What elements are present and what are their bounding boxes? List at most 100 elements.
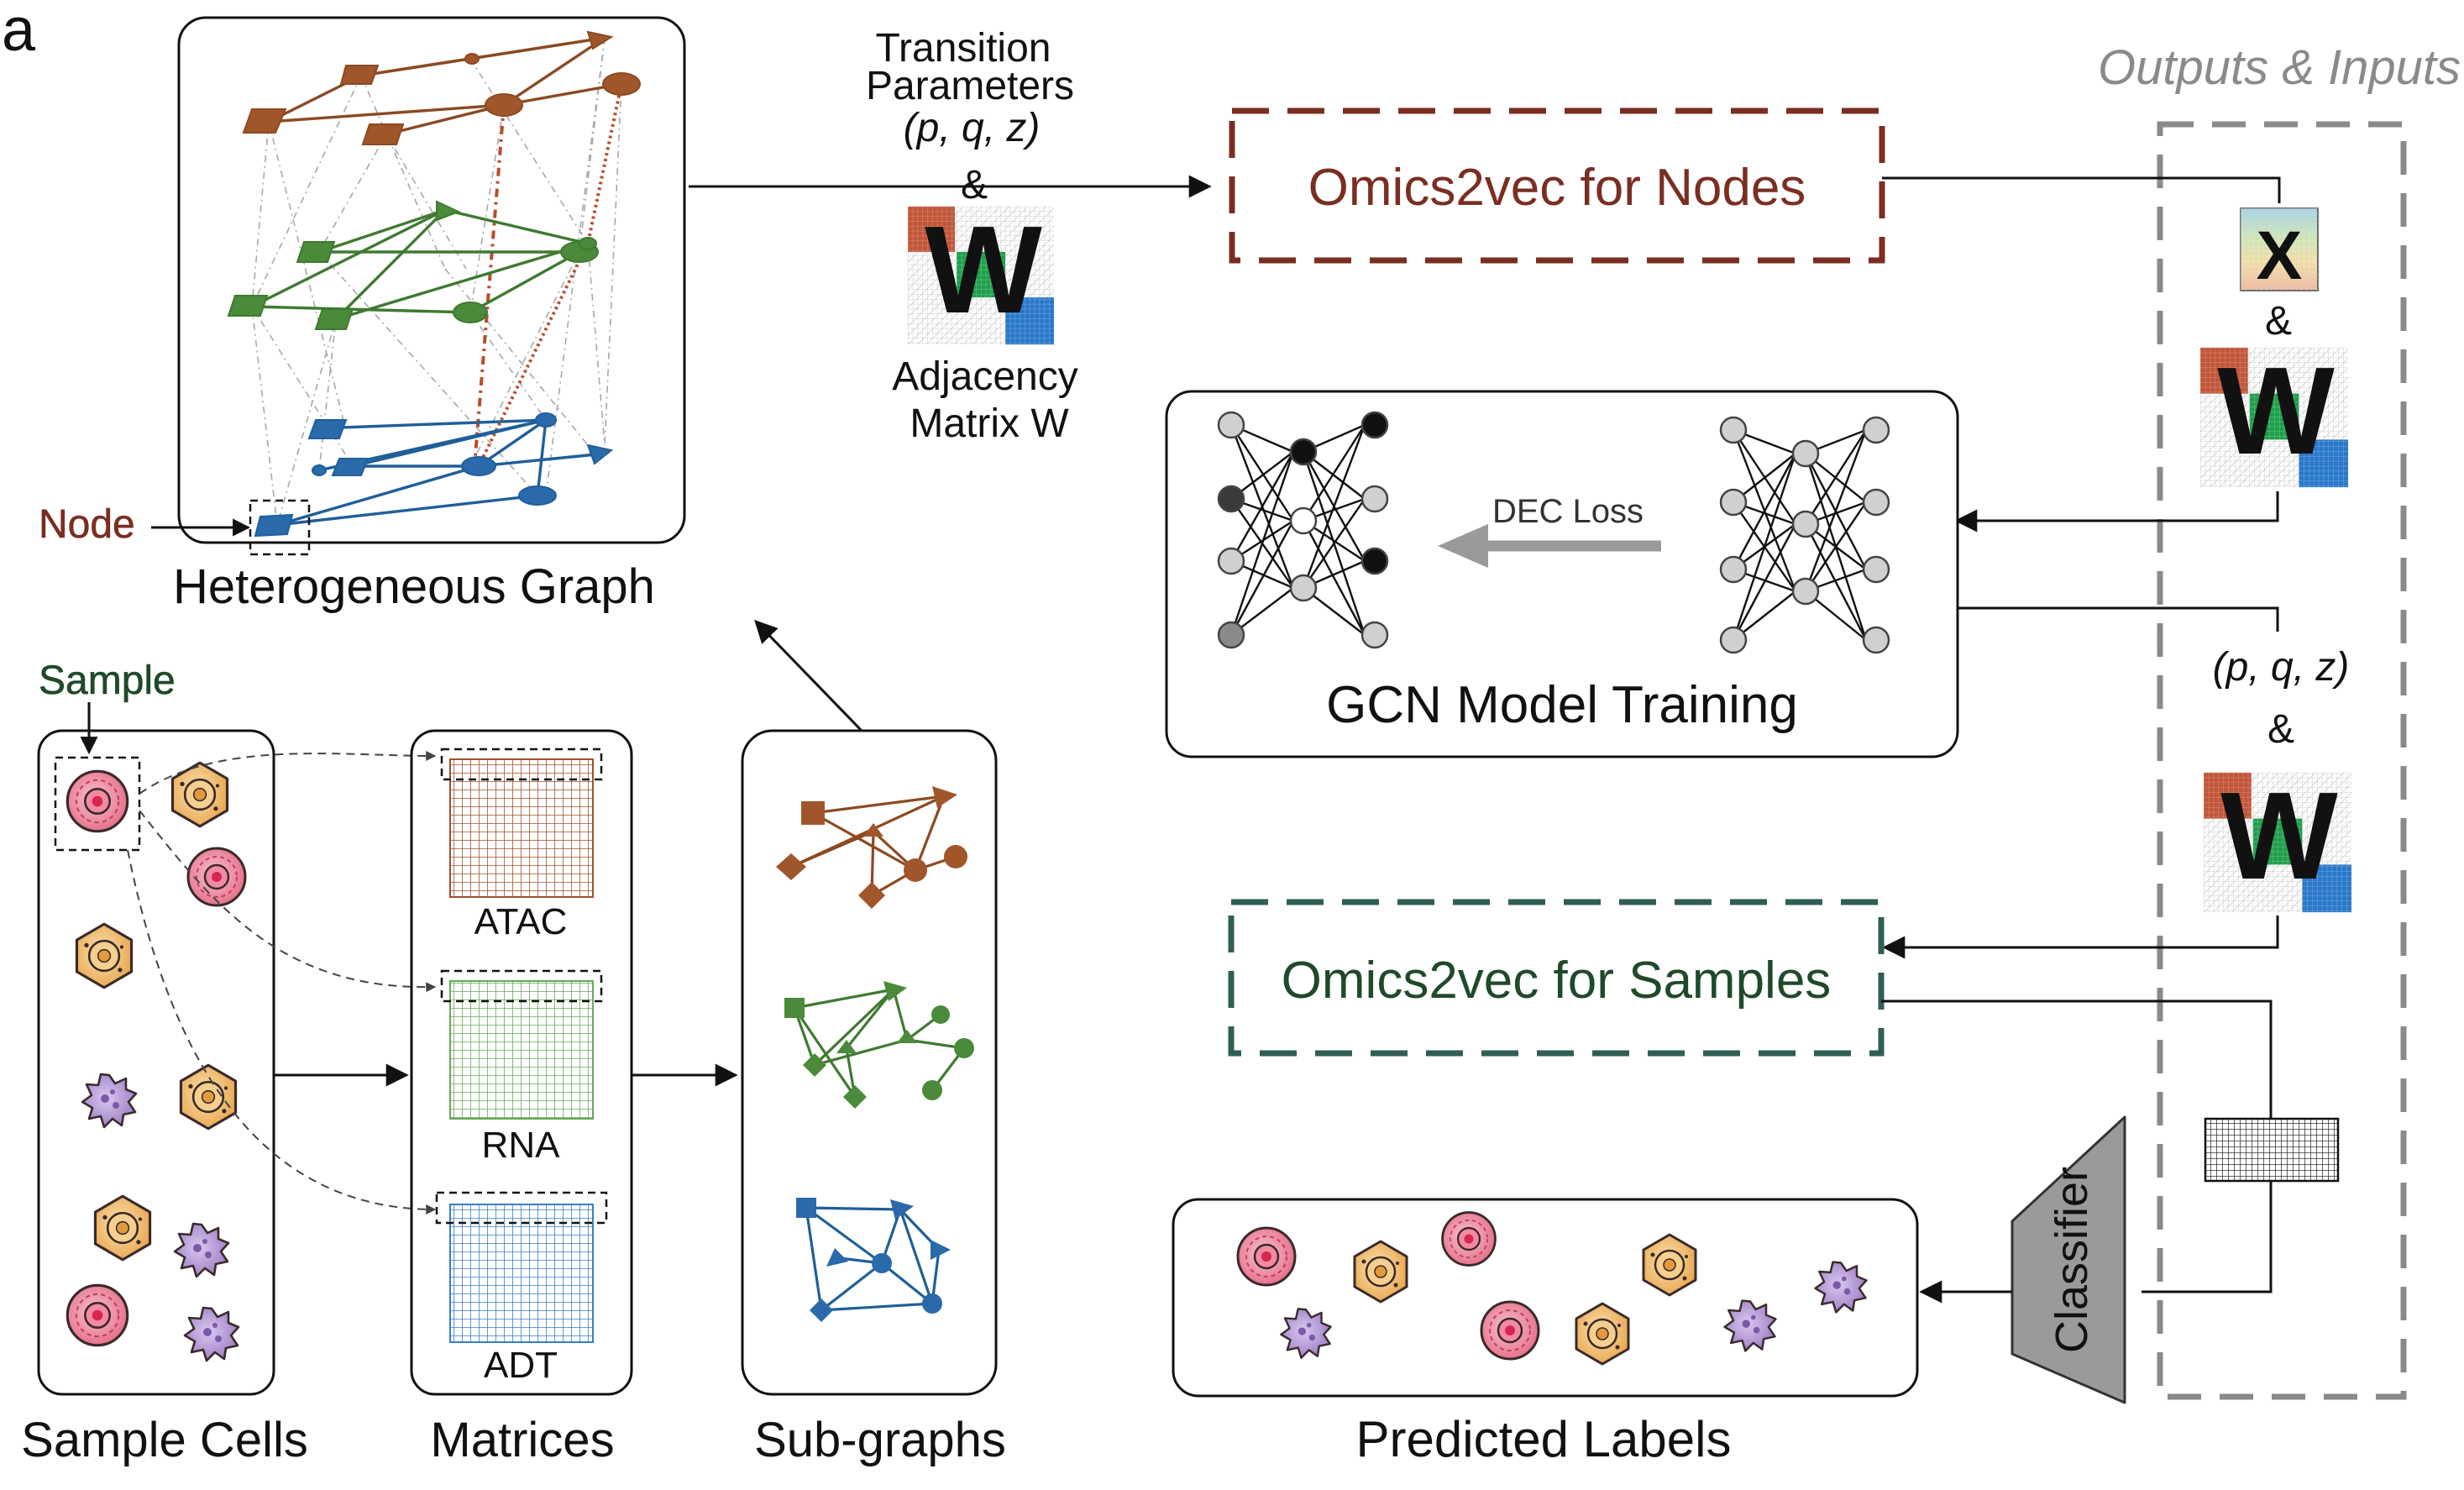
adt-highlight-row <box>435 1191 608 1225</box>
sample-cell-10 <box>183 1306 240 1362</box>
omics2vec-samples-box <box>1228 899 1885 1057</box>
heterogeneous-graph-box <box>177 16 686 544</box>
network-neuron <box>1289 574 1318 602</box>
subgraph-atac <box>776 786 967 909</box>
ampersand-right-bottom: & <box>2267 707 2294 752</box>
transition-line1: Transition <box>876 26 1051 71</box>
sample-cell-3 <box>186 847 247 907</box>
sample-embedding-matrix <box>2204 1117 2340 1183</box>
network-neuron <box>1289 506 1318 535</box>
sample-label: Sample <box>39 658 176 703</box>
subgraphs-title: Sub-graphs <box>754 1413 1006 1467</box>
sample-cell-4 <box>75 922 134 989</box>
subgraphs-box <box>741 729 998 1396</box>
predicted-cell-4 <box>1441 1211 1497 1267</box>
transition-pqz: (p, q, z) <box>904 106 1041 150</box>
adt-matrix <box>449 1204 594 1343</box>
rna-matrix <box>449 980 594 1120</box>
network-neuron <box>1217 621 1245 649</box>
x-embedding-matrix: X <box>2240 207 2319 294</box>
classifier: Classifier <box>2011 1115 2126 1404</box>
network-neuron <box>1719 416 1748 444</box>
network-neuron <box>1862 626 1890 654</box>
network-neuron <box>1217 547 1245 575</box>
network-neuron <box>1360 547 1389 575</box>
sample-highlight-box <box>54 756 141 852</box>
omics2vec-nodes-label: Omics2vec for Nodes <box>1308 159 1806 217</box>
network-neuron <box>1360 411 1389 439</box>
sample-to-adt-curve <box>127 849 437 1215</box>
arrow-subgraphs-to-graph <box>754 620 863 732</box>
network-neuron <box>1862 555 1890 584</box>
connector-gcn-to-right <box>1958 606 2279 632</box>
sample-cells-box <box>37 729 275 1396</box>
network-neuron <box>1791 577 1820 606</box>
gcn-network-right <box>1719 416 1890 654</box>
atac-matrix <box>449 758 594 898</box>
outputs-inputs-box <box>2157 121 2407 1400</box>
ampersand-right-top: & <box>2265 299 2292 344</box>
node-highlight-box <box>249 499 311 556</box>
adjacency-matrix-right-top: W <box>2200 342 2348 488</box>
adjacency-line2: Matrix W <box>910 401 1069 446</box>
network-neuron <box>1217 485 1245 513</box>
atac-label: ATAC <box>474 901 568 942</box>
network-neuron <box>1719 555 1748 584</box>
adjacency-matrix-right-bottom: W <box>2204 767 2351 913</box>
panel-letter: a <box>2 0 36 64</box>
gcn-network-left <box>1217 411 1389 649</box>
connector-samples-to-embedding <box>1881 999 2273 1119</box>
heterogeneous-graph-title: Heterogeneous Graph <box>173 559 655 614</box>
matrices-box <box>410 729 633 1396</box>
pqz-right-label: (p, q, z) <box>2213 645 2350 690</box>
predicted-labels-box <box>1172 1198 1919 1398</box>
heterogeneous-graph <box>227 30 641 556</box>
network-neuron <box>1791 510 1820 538</box>
rna-highlight-row <box>440 969 603 1003</box>
omics2vec-samples-label: Omics2vec for Samples <box>1282 952 1832 1010</box>
w-glyph-right-bottom: W <box>2220 767 2338 905</box>
transition-line2: Parameters <box>866 64 1074 108</box>
subgraph-rna <box>784 981 974 1109</box>
network-neuron <box>1289 438 1318 466</box>
atac-highlight-row <box>440 748 603 781</box>
network-neuron <box>1862 488 1890 517</box>
connector-to-samples <box>1882 916 2279 959</box>
connector-nodes-to-x <box>1882 176 2281 203</box>
matrices-title: Matrices <box>430 1413 614 1467</box>
dec-loss-arrow <box>1438 524 1661 568</box>
predicted-cell-5 <box>1480 1300 1540 1361</box>
adjacency-matrix-top: W <box>908 201 1054 345</box>
sample-cells <box>66 761 247 1362</box>
sample-cell-1 <box>66 769 129 833</box>
node-label: Node <box>39 502 135 547</box>
ampersand-top: & <box>961 163 988 207</box>
sample-cell-7 <box>93 1194 152 1262</box>
network-neuron <box>1791 439 1820 468</box>
network-neuron <box>1719 626 1748 654</box>
network-neuron <box>1719 488 1748 517</box>
sample-to-rna-curve <box>139 810 437 993</box>
outputs-inputs-label: Outputs & Inputs <box>2098 40 2461 95</box>
sample-cells-title: Sample Cells <box>21 1413 308 1467</box>
sample-to-atac-curve <box>139 750 437 795</box>
network-neuron <box>1217 411 1245 439</box>
adjacency-line1: Adjacency <box>892 354 1077 399</box>
w-glyph-right-top: W <box>2217 342 2335 480</box>
sample-cell-8 <box>173 1222 230 1278</box>
network-neuron <box>1360 621 1389 649</box>
rna-label: RNA <box>482 1125 561 1166</box>
subgraph-adt <box>796 1198 951 1322</box>
network-neuron <box>1862 416 1890 444</box>
classifier-label: Classifier <box>2047 1167 2097 1353</box>
gcn-training-title: GCN Model Training <box>1326 676 1798 734</box>
sample-cell-6 <box>179 1063 238 1131</box>
transition-parameters: Transition Parameters (p, q, z) & <box>866 26 1074 207</box>
sample-cell-5 <box>81 1073 138 1129</box>
x-glyph: X <box>2257 218 2303 294</box>
adt-label: ADT <box>484 1345 558 1386</box>
predicted-cell-1 <box>1236 1226 1297 1287</box>
omics2vec-nodes-box <box>1229 108 1885 264</box>
network-neuron <box>1360 485 1389 513</box>
